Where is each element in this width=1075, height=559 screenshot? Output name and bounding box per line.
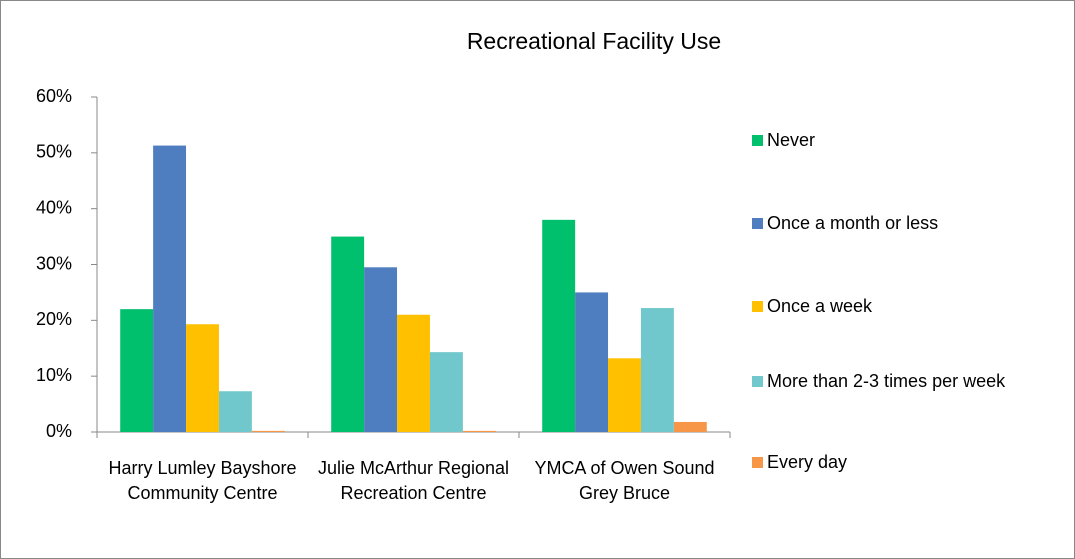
bar <box>120 309 154 432</box>
y-tick-label: 30% <box>36 253 72 273</box>
x-tick-label: Julie McArthur Regional Recreation Centr… <box>317 458 510 503</box>
bar <box>153 145 187 432</box>
y-tick-label: 50% <box>36 142 72 162</box>
legend-label: Every day <box>767 452 848 472</box>
x-tick-label: YMCA of Owen Sound Grey Bruce <box>534 458 715 503</box>
y-tick-label: 40% <box>36 197 72 217</box>
bar <box>575 292 609 432</box>
y-tick-label: 20% <box>36 309 72 329</box>
legend-swatch <box>752 457 763 468</box>
bar <box>608 358 641 432</box>
legend-swatch <box>752 218 763 229</box>
bar <box>331 236 365 432</box>
legend-label: More than 2-3 times per week <box>767 371 1006 391</box>
bar <box>186 324 219 432</box>
bar <box>429 352 463 432</box>
bar <box>542 219 576 432</box>
bar <box>218 391 252 432</box>
bar <box>364 267 398 432</box>
x-tick-label: Harry Lumley Bayshore Community Centre <box>108 458 297 503</box>
y-tick-label: 10% <box>36 365 72 385</box>
legend-label: Never <box>767 130 816 150</box>
legend-swatch <box>752 376 763 387</box>
bar <box>462 430 496 432</box>
legend-swatch <box>752 135 763 146</box>
bar <box>397 314 430 432</box>
legend-swatch <box>752 301 763 312</box>
legend-label: Once a week <box>767 296 873 316</box>
y-tick-label: 0% <box>46 421 72 441</box>
bar <box>640 308 674 432</box>
chart-title: Recreational Facility Use <box>467 28 721 54</box>
legend-label: Once a month or less <box>767 213 939 233</box>
y-tick-label: 60% <box>36 86 72 106</box>
bar <box>251 430 285 432</box>
bar <box>673 421 707 432</box>
